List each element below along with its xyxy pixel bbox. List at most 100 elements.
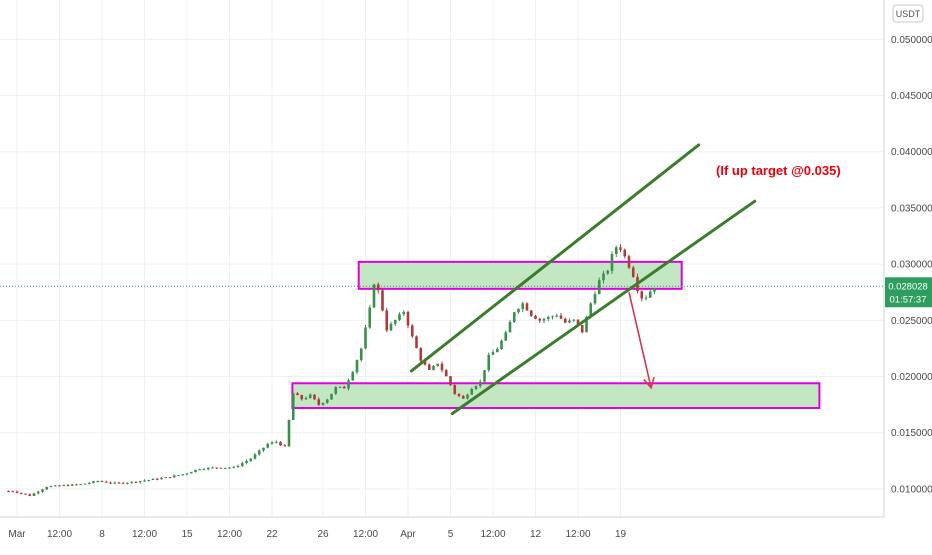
candle-body [602,273,605,281]
candle-body [36,491,40,494]
x-tick-label: 12:00 [565,529,590,540]
candle-body [274,441,278,443]
x-tick-label: 12:00 [480,529,505,540]
candle-body [610,254,614,271]
candle-body [321,402,325,405]
candle-body [619,247,622,250]
candle-body [109,482,112,484]
candle-body [457,393,461,397]
y-tick-label: 0.035000 [891,203,932,214]
candle-body [7,491,10,493]
x-tick-label: Apr [400,529,416,540]
y-tick-label: 0.045000 [891,91,932,102]
candle-body [614,247,618,255]
candle-body [32,493,36,496]
candle-body [563,318,567,323]
projection-arrow[interactable] [628,292,652,388]
candle-body [534,315,537,319]
zones [291,260,821,409]
candle-body [236,465,240,467]
candle-body [194,469,197,473]
candle-body [92,481,95,483]
candle-body [440,363,444,371]
currency-label: USDT [896,9,921,19]
candle-body [542,319,546,321]
candle-body [143,480,146,482]
candle-body [551,316,554,318]
candle-body [508,321,512,333]
candle-body [372,284,376,308]
candle-body [631,267,635,277]
candle-body [606,270,610,274]
x-tick-label: Mar [8,529,26,540]
channel-upper-line[interactable] [409,143,701,373]
candle-body [164,477,168,479]
candle-body [580,325,584,333]
candle-body [572,319,576,321]
candle-body [189,472,193,474]
channel-lower-line[interactable] [450,199,757,416]
candle-body [121,482,125,484]
candle-body [453,385,457,394]
candle-body [381,290,384,311]
candle-body [559,315,563,319]
candle-body [525,303,529,311]
candle-body [79,484,83,486]
candle-body [644,297,648,299]
candle-body [279,441,282,446]
x-tick-label: 12:00 [217,529,242,540]
x-tick-label: 12 [530,529,542,540]
candle-body [597,280,601,295]
candle-body [593,294,597,304]
y-tick-label: 0.010000 [891,484,932,495]
x-tick-label: 15 [181,529,193,540]
candle-body [653,287,656,292]
currency-badge[interactable]: USDT [892,4,924,23]
candle-body [45,487,49,490]
candle-body [648,291,652,298]
candle-body [376,284,380,291]
candle-body [423,360,427,365]
candle-body [487,354,491,371]
candle-body [11,491,15,493]
x-axis[interactable]: Mar 12:00 8 12:00 15 12:00 22 26 12:00 Apr 5 12:00 1… [8,529,626,540]
candle-body [100,481,104,483]
candle-body [58,485,61,487]
candle-body [521,303,525,309]
support-zone[interactable] [291,382,821,409]
candle-body [253,454,257,459]
x-tick-label: 12:00 [47,529,72,540]
candle-body [126,482,129,484]
candle-body [160,477,163,480]
candle-body [504,332,508,341]
candle-body [338,386,342,388]
candle-body [342,386,346,389]
candle-body [83,483,87,485]
candle-body [546,316,550,320]
y-tick-label: 0.020000 [891,372,932,383]
candle-body [104,481,108,483]
candle-body [49,486,53,488]
y-axis[interactable]: 0.050000 0.045000 0.040000 0.035000 0.030000… [891,35,932,496]
candle-body [359,348,363,361]
target-annotation: (If up target @0.035) [716,163,841,178]
candle-body [491,352,495,355]
candle-body [117,482,121,484]
candle-body [147,479,151,481]
candle-body [257,450,261,455]
candle-body [368,307,372,328]
candle-body [436,363,440,366]
candle-body [449,376,452,386]
candle-body [215,467,219,469]
candle-body [270,442,274,444]
candle-body [495,348,499,353]
candle-body [474,386,478,390]
candle-body [87,482,91,484]
candle-body [483,370,486,382]
y-tick-label: 0.030000 [891,260,932,271]
candle-body [393,320,397,324]
candle-body [432,365,435,370]
candle-body [245,460,248,464]
